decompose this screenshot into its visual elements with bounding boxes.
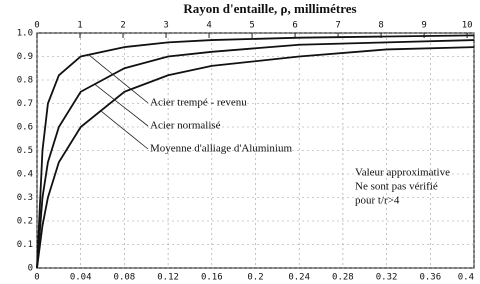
annotation: Valeur approximative xyxy=(355,167,450,179)
x2-tick-label: 9 xyxy=(421,21,426,31)
x2-tick-label: 0 xyxy=(34,21,39,31)
x2-tick-label: 1 xyxy=(77,21,82,31)
x2-tick-label: 3 xyxy=(163,21,168,31)
y-tick-label: 0.5 xyxy=(17,146,33,156)
series-line xyxy=(36,46,475,269)
y-tick-label: 0.1 xyxy=(17,240,33,250)
y-tick-label: 0 xyxy=(28,264,33,274)
y-tick-label: 0.2 xyxy=(17,217,33,227)
x-tick-label: 0.16 xyxy=(201,273,223,283)
series-label: Moyenne d'alliage d'Aluminium xyxy=(150,143,292,155)
x2-tick-label: 4 xyxy=(206,21,211,31)
y-tick-label: 0.8 xyxy=(17,76,33,86)
x-tick-label: 0.28 xyxy=(332,273,354,283)
x2-tick-label: 8 xyxy=(378,21,383,31)
x2-tick-label: 10 xyxy=(462,21,473,31)
x-tick-label: 0.32 xyxy=(376,273,398,283)
y-tick-label: 0.3 xyxy=(17,193,33,203)
x-tick-label: 0 xyxy=(34,273,39,283)
x-tick-label: 0.4 xyxy=(458,273,474,283)
y-tick-label: 0.4 xyxy=(17,170,33,180)
x2-tick-label: 7 xyxy=(335,21,340,31)
y-tick-label: 1.0 xyxy=(17,29,33,39)
y-tick-label: 0.9 xyxy=(17,52,33,62)
x-tick-label: 0.08 xyxy=(114,273,136,283)
x-tick-label: 0.04 xyxy=(70,273,92,283)
y-tick-label: 0.7 xyxy=(17,99,33,109)
series-label: Acier normalisé xyxy=(150,120,221,132)
x2-tick-label: 6 xyxy=(292,21,297,31)
y-tick-label: 0.6 xyxy=(17,123,33,133)
annotation: pour t/r>4 xyxy=(355,195,400,207)
series-line xyxy=(36,39,475,269)
leader-line xyxy=(100,110,149,150)
leader-line xyxy=(88,54,149,104)
leader-line xyxy=(94,83,149,127)
chart-title: Rayon d'entaille, ρ, millimétres xyxy=(183,1,356,16)
series-label: Acier trempé - revenu xyxy=(150,97,247,109)
x-tick-label: 0.36 xyxy=(419,273,441,283)
annotation: Ne sont pas vérifié xyxy=(355,181,438,193)
x-tick-label: 0.2 xyxy=(247,273,263,283)
x-tick-label: 0.12 xyxy=(157,273,179,283)
x2-tick-label: 5 xyxy=(249,21,254,31)
x2-tick-label: 2 xyxy=(120,21,125,31)
series-line xyxy=(36,34,475,269)
x-tick-label: 0.24 xyxy=(288,273,310,283)
